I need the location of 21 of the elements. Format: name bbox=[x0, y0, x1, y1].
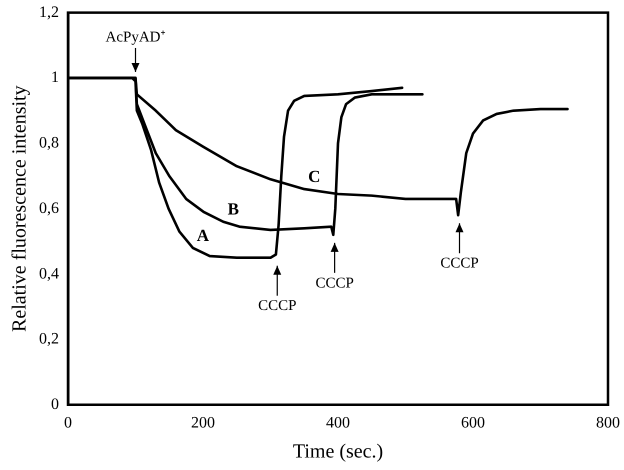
y-tick-label: 0 bbox=[51, 396, 59, 414]
x-tick-label: 0 bbox=[64, 414, 72, 432]
x-tick-label: 400 bbox=[326, 414, 350, 432]
y-axis-title: Relative fluorescence intensity bbox=[8, 85, 30, 332]
x-axis-title: Time (sec.) bbox=[292, 440, 384, 462]
y-tick-label: 0,6 bbox=[39, 200, 59, 217]
y-tick-label: 0,4 bbox=[39, 265, 59, 282]
series-label: B bbox=[228, 200, 239, 219]
series-label: C bbox=[308, 166, 320, 186]
series-label: A bbox=[196, 226, 210, 245]
y-tick-label: 0,2 bbox=[39, 330, 59, 348]
x-tick-label: 200 bbox=[191, 414, 215, 432]
y-tick-label: 0,8 bbox=[39, 134, 59, 152]
annotation: CCCP bbox=[315, 275, 354, 292]
annotation: CCCP bbox=[440, 256, 479, 272]
y-tick-label: 1 bbox=[51, 69, 59, 86]
annotation: CCCP bbox=[258, 298, 296, 314]
x-tick-label: 600 bbox=[461, 414, 485, 432]
y-tick-label: 1,2 bbox=[39, 4, 59, 21]
x-tick-label: 800 bbox=[596, 414, 620, 432]
annotation: AcPyAD⁺ bbox=[106, 29, 166, 46]
